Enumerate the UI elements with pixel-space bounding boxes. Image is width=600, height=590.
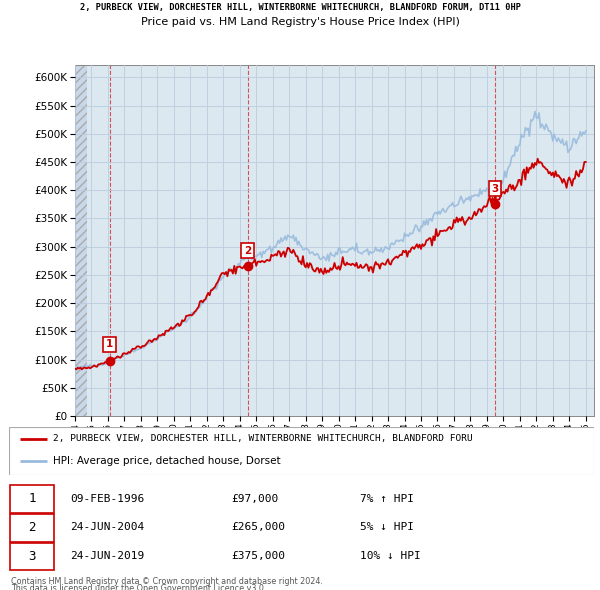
Text: Contains HM Land Registry data © Crown copyright and database right 2024.: Contains HM Land Registry data © Crown c… [11,577,323,586]
Bar [75,65,86,416]
Text: 5% ↓ HPI: 5% ↓ HPI [360,523,414,532]
Text: 2, PURBECK VIEW, DORCHESTER HILL, WINTERBORNE WHITECHURCH, BLANDFORD FORU: 2, PURBECK VIEW, DORCHESTER HILL, WINTER… [53,434,473,443]
FancyBboxPatch shape [10,486,54,513]
Text: 24-JUN-2019: 24-JUN-2019 [70,551,145,561]
Text: This data is licensed under the Open Government Licence v3.0.: This data is licensed under the Open Gov… [11,584,266,590]
Text: 3: 3 [28,550,35,563]
Text: 7% ↑ HPI: 7% ↑ HPI [360,494,414,504]
Text: 1: 1 [28,492,35,505]
FancyBboxPatch shape [10,514,54,542]
Text: Price paid vs. HM Land Registry's House Price Index (HPI): Price paid vs. HM Land Registry's House … [140,17,460,27]
Text: 2, PURBECK VIEW, DORCHESTER HILL, WINTERBORNE WHITECHURCH, BLANDFORD FORUM, DT11: 2, PURBECK VIEW, DORCHESTER HILL, WINTER… [79,3,521,12]
Text: £375,000: £375,000 [232,551,286,561]
Text: 1: 1 [106,339,113,349]
FancyBboxPatch shape [10,543,54,571]
FancyBboxPatch shape [9,427,594,475]
Text: £265,000: £265,000 [232,523,286,532]
Text: 24-JUN-2004: 24-JUN-2004 [70,523,145,532]
Text: 10% ↓ HPI: 10% ↓ HPI [360,551,421,561]
Text: £97,000: £97,000 [232,494,278,504]
Text: 2: 2 [28,521,35,534]
Text: 09-FEB-1996: 09-FEB-1996 [70,494,145,504]
Text: HPI: Average price, detached house, Dorset: HPI: Average price, detached house, Dors… [53,457,281,467]
Text: 3: 3 [491,183,499,194]
Text: 2: 2 [244,245,251,255]
